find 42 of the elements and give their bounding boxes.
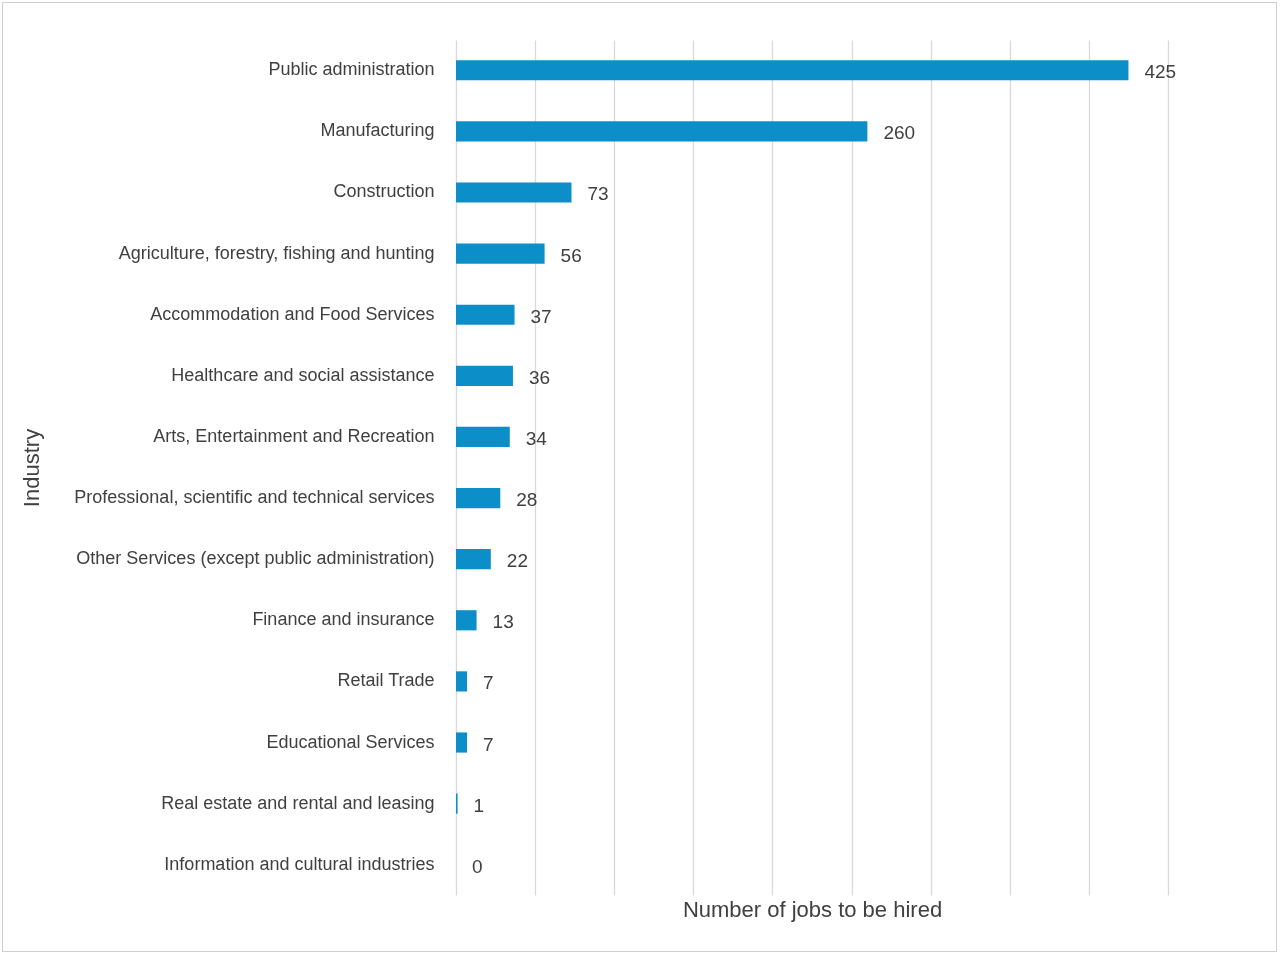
bar: [456, 182, 572, 203]
data-label: 22: [506, 550, 528, 572]
y-tick-label: Arts, Entertainment and Recreation: [153, 425, 435, 446]
data-label: 37: [530, 305, 552, 327]
y-tick-label: Educational Services: [266, 731, 435, 752]
y-tick-label: Retail Trade: [337, 670, 435, 691]
data-label: 28: [516, 489, 538, 511]
bar: [456, 365, 513, 386]
data-label: 0: [472, 855, 483, 877]
data-label: 1: [473, 794, 485, 816]
bar: [456, 487, 501, 509]
data-label: 7: [483, 733, 494, 755]
bar: [456, 732, 468, 753]
y-tick-label: Finance and insurance: [252, 609, 435, 630]
data-label: 13: [492, 611, 514, 633]
bar: [456, 426, 510, 448]
bar: [456, 60, 1129, 81]
data-label: 73: [587, 183, 609, 205]
y-tick-label: Professional, scientific and technical services: [74, 487, 435, 508]
bar: [456, 121, 868, 142]
y-tick-label: Public administration: [268, 59, 435, 80]
y-tick-label: Construction: [333, 181, 435, 202]
y-tick-label: Information and cultural industries: [164, 853, 435, 874]
bar: [456, 671, 468, 692]
bar: [456, 243, 545, 264]
data-label: 34: [525, 427, 548, 449]
bar: [456, 610, 477, 631]
data-label: 56: [560, 244, 582, 266]
data-label: 7: [483, 672, 494, 694]
data-label: 260: [883, 122, 916, 144]
y-tick-label: Accommodation and Food Services: [150, 303, 435, 324]
y-tick-label: Real estate and rental and leasing: [161, 792, 435, 813]
y-tick-label: Agriculture, forestry, fishing and hunting: [118, 242, 435, 263]
y-tick-label: Other Services (except public administration): [76, 548, 435, 569]
y-tick-label: Healthcare and social assistance: [171, 364, 435, 385]
data-label: 36: [528, 366, 551, 388]
bar: [456, 304, 515, 325]
data-label: 425: [1144, 61, 1177, 83]
y-tick-label: Manufacturing: [320, 120, 435, 141]
x-axis-title: Number of jobs to be hired: [682, 896, 943, 922]
bar: [456, 549, 491, 570]
y-axis-title: Industry: [18, 428, 44, 508]
